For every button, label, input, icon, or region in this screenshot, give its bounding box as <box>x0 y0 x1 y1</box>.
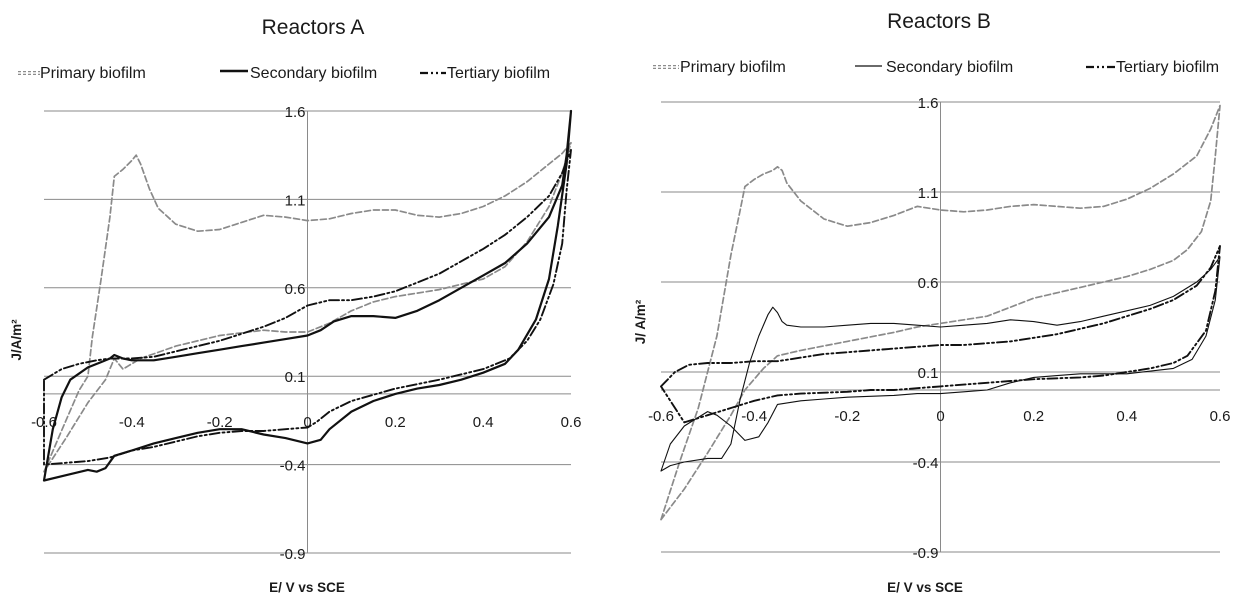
chart-panel-a: Reactors A Primary biofilm Secondary bio… <box>9 16 581 595</box>
y-tick-label: 0.1 <box>285 369 306 386</box>
chart-a-x-tick-labels: -0.6 -0.4 -0.2 0 0.2 0.4 0.6 <box>31 414 581 431</box>
chart-b-y-tick-labels: -0.9 -0.4 0.1 0.6 1.1 1.6 <box>913 95 939 562</box>
x-tick-label: 0.4 <box>473 414 494 431</box>
x-tick-label: 0.6 <box>561 414 582 431</box>
chart-b-y-axis-label: J/ A/m² <box>633 299 648 344</box>
chart-b-series <box>660 104 1221 521</box>
chart-a-title: Reactors A <box>262 16 365 39</box>
y-tick-label: -0.9 <box>913 545 939 562</box>
y-tick-label: 1.6 <box>918 95 939 112</box>
legend-a-label-tertiary: Tertiary biofilm <box>447 65 550 82</box>
x-tick-label: -0.2 <box>834 408 860 425</box>
y-tick-label: 1.1 <box>285 192 306 209</box>
legend-a-label-secondary: Secondary biofilm <box>250 65 377 82</box>
x-tick-label: -0.2 <box>207 414 233 431</box>
series-line-secondary <box>660 256 1221 472</box>
x-tick-label: -0.4 <box>741 408 767 425</box>
chart-b-title: Reactors B <box>887 10 991 33</box>
chart-b-x-axis-label: E/ V vs SCE <box>887 580 963 595</box>
chart-b-x-tick-labels: -0.6 -0.4 -0.2 0 0.2 0.4 0.6 <box>648 408 1230 425</box>
legend-b-label-secondary: Secondary biofilm <box>886 59 1013 76</box>
x-tick-label: -0.4 <box>119 414 145 431</box>
x-tick-label: -0.6 <box>648 408 674 425</box>
x-tick-label: 0 <box>936 408 944 425</box>
legend-a-label-primary: Primary biofilm <box>40 65 146 82</box>
x-tick-label: 0.2 <box>385 414 406 431</box>
x-tick-label: 0.2 <box>1023 408 1044 425</box>
y-tick-label: 0.1 <box>918 365 939 382</box>
legend-b-label-tertiary: Tertiary biofilm <box>1116 59 1219 76</box>
y-tick-label: 0.6 <box>285 281 306 298</box>
chart-a-series <box>42 109 573 482</box>
series-line-primary <box>660 104 1221 521</box>
series-line-primary <box>43 141 572 473</box>
y-tick-label: -0.4 <box>913 455 939 472</box>
legend-b-label-primary: Primary biofilm <box>680 59 786 76</box>
chart-a-legend: Primary biofilm Secondary biofilm Tertia… <box>18 65 550 82</box>
chart-b-legend: Primary biofilm Secondary biofilm Tertia… <box>653 59 1219 76</box>
chart-a-x-axis-label: E/ V vs SCE <box>269 580 345 595</box>
y-tick-label: 1.6 <box>285 104 306 121</box>
chart-a-y-axis-label: J/A/m² <box>9 319 24 361</box>
series-line-tertiary <box>43 148 572 466</box>
y-tick-label: 0.6 <box>918 275 939 292</box>
x-tick-label: 0.4 <box>1116 408 1137 425</box>
y-tick-label: 1.1 <box>918 185 939 202</box>
y-tick-label: -0.9 <box>280 546 306 563</box>
y-tick-label: -0.4 <box>280 458 306 475</box>
series-line-tertiary <box>660 245 1221 424</box>
chart-a-y-tick-labels: -0.9 -0.4 0.1 0.6 1.1 1.6 <box>280 104 306 563</box>
series-line-secondary <box>42 109 573 482</box>
x-tick-label: 0 <box>303 414 311 431</box>
chart-panel-b: Reactors B Primary biofilm Secondary bio… <box>633 10 1230 595</box>
x-tick-label: 0.6 <box>1210 408 1231 425</box>
